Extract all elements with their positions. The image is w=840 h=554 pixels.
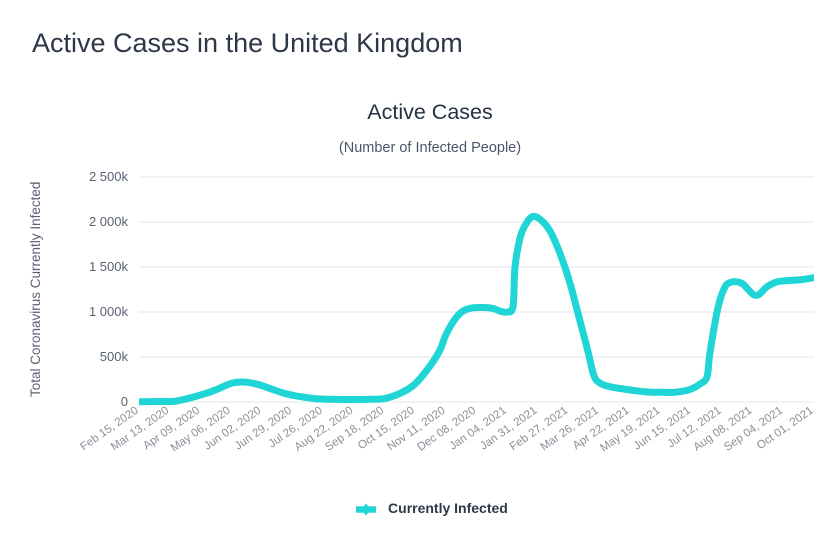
svg-text:500k: 500k [100,349,129,364]
svg-text:1 000k: 1 000k [89,304,129,319]
svg-text:1 500k: 1 500k [89,259,129,274]
svg-text:2 000k: 2 000k [89,214,129,229]
svg-text:2 500k: 2 500k [89,169,129,184]
svg-text:0: 0 [121,394,128,409]
